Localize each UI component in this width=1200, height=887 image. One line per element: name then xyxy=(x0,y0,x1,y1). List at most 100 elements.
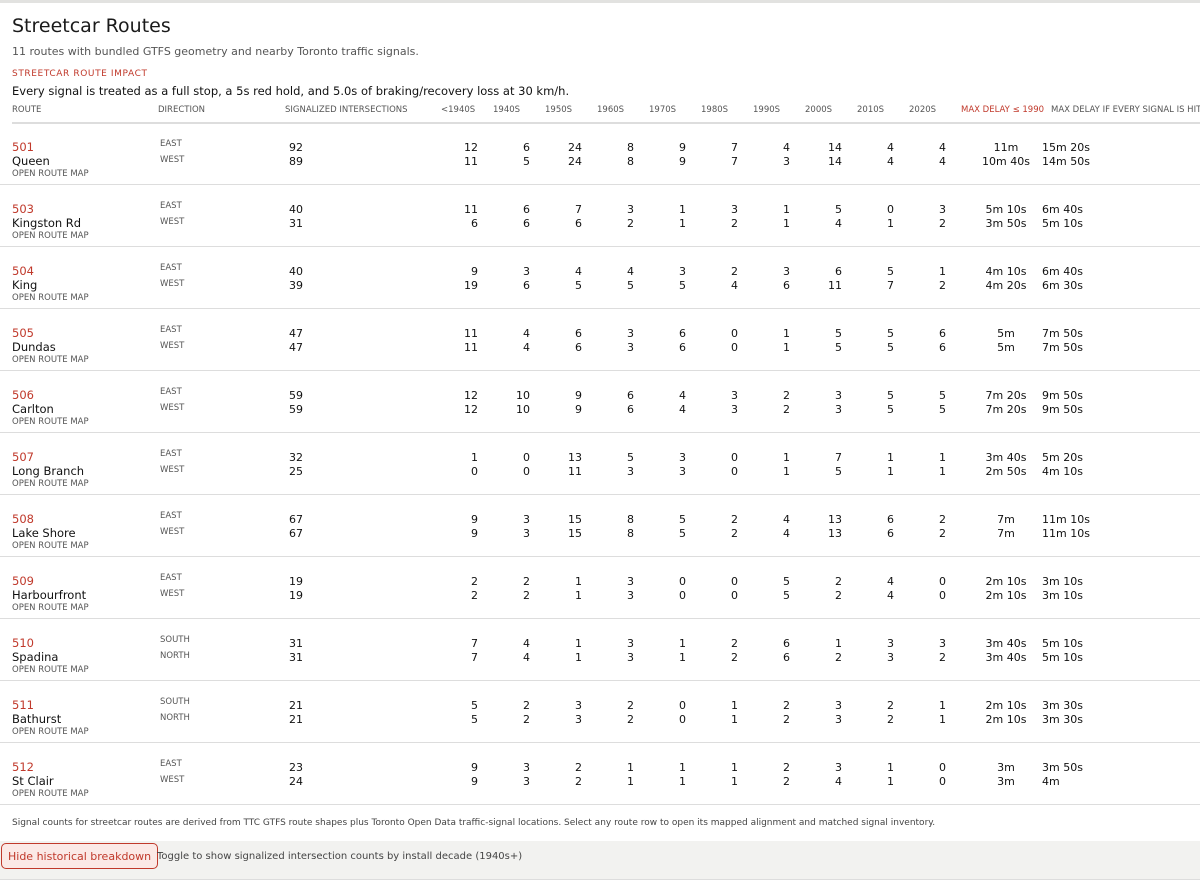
decade-count: 6 xyxy=(627,389,634,402)
header-max-delay-all: MAX DELAY IF EVERY SIGNAL IS HIT xyxy=(1051,105,1200,115)
route-number: 501 xyxy=(12,140,34,154)
max-delay-all: 4m 10s xyxy=(1042,465,1083,478)
route-row-506[interactable]: 506 Carlton OPEN ROUTE MAP EAST 59 12 10 9 6 4 3 2 3… xyxy=(0,371,1200,433)
open-route-map-link[interactable]: OPEN ROUTE MAP xyxy=(12,417,89,427)
direction-label: WEST xyxy=(160,279,185,289)
signalized-count: 25 xyxy=(289,465,303,478)
decade-count: 7 xyxy=(887,279,894,292)
route-number: 505 xyxy=(12,326,34,340)
decade-count: 5 xyxy=(887,327,894,340)
signalized-count: 31 xyxy=(289,637,303,650)
decade-count: 2 xyxy=(575,761,582,774)
decade-count: 3 xyxy=(783,265,790,278)
decade-count: 15 xyxy=(568,527,582,540)
decade-count: 2 xyxy=(471,589,478,602)
decade-count: 0 xyxy=(731,465,738,478)
decade-count: 2 xyxy=(835,589,842,602)
open-route-map-link[interactable]: OPEN ROUTE MAP xyxy=(12,541,89,551)
signalized-count: 32 xyxy=(289,451,303,464)
route-number: 510 xyxy=(12,636,34,650)
route-name: Spadina xyxy=(12,650,59,664)
decade-count: 3 xyxy=(835,699,842,712)
direction-label: EAST xyxy=(160,511,182,521)
decade-count: 4 xyxy=(887,589,894,602)
route-row-505[interactable]: 505 Dundas OPEN ROUTE MAP EAST 47 11 4 6 3 6 0 1 5 5 6… xyxy=(0,309,1200,371)
open-route-map-link[interactable]: OPEN ROUTE MAP xyxy=(12,479,89,489)
max-delay-1990: 7m 20s xyxy=(985,403,1027,416)
decade-count: 0 xyxy=(679,589,686,602)
decade-count: 15 xyxy=(568,513,582,526)
max-delay-1990: 7m 20s xyxy=(985,389,1027,402)
decade-count: 13 xyxy=(568,451,582,464)
decade-count: 6 xyxy=(887,527,894,540)
route-row-501[interactable]: 501 Queen OPEN ROUTE MAP EAST 92 12 6 24 8 9 7 4 14 4… xyxy=(0,123,1200,185)
route-row-512[interactable]: 512 St Clair OPEN ROUTE MAP EAST 23 9 3 2 1 1 1 2 3 1… xyxy=(0,743,1200,805)
route-row-510[interactable]: 510 Spadina OPEN ROUTE MAP SOUTH 31 7 4 1 3 1 2 6 1 3… xyxy=(0,619,1200,681)
max-delay-1990: 3m 50s xyxy=(985,217,1027,230)
decade-count: 9 xyxy=(471,527,478,540)
route-row-508[interactable]: 508 Lake Shore OPEN ROUTE MAP EAST 67 9 3 15 8 5 2… xyxy=(0,495,1200,557)
max-delay-1990: 2m 50s xyxy=(985,465,1027,478)
decade-count: 2 xyxy=(835,575,842,588)
decade-count: 9 xyxy=(679,141,686,154)
decade-count: 7 xyxy=(731,141,738,154)
max-delay-1990: 2m 10s xyxy=(985,699,1027,712)
decade-count: 3 xyxy=(679,265,686,278)
direction-label: WEST xyxy=(160,775,185,785)
decade-count: 3 xyxy=(731,389,738,402)
header-decade: 2000S xyxy=(805,105,833,115)
decade-count: 3 xyxy=(627,203,634,216)
decade-count: 1 xyxy=(731,699,738,712)
signalized-count: 40 xyxy=(289,265,303,278)
decade-count: 7 xyxy=(731,155,738,168)
decade-count: 1 xyxy=(575,589,582,602)
decade-count: 1 xyxy=(575,637,582,650)
decade-count: 2 xyxy=(783,403,790,416)
route-row-507[interactable]: 507 Long Branch OPEN ROUTE MAP EAST 32 1 0 13 5 3… xyxy=(0,433,1200,495)
signalized-count: 31 xyxy=(289,217,303,230)
max-delay-1990: 5m xyxy=(997,341,1015,354)
open-route-map-link[interactable]: OPEN ROUTE MAP xyxy=(12,355,89,365)
decade-count: 3 xyxy=(887,637,894,650)
open-route-map-link[interactable]: OPEN ROUTE MAP xyxy=(12,789,89,799)
hide-historical-breakdown-button[interactable]: Hide historical breakdown xyxy=(1,843,159,869)
open-route-map-link[interactable]: OPEN ROUTE MAP xyxy=(12,293,89,303)
signalized-count: 59 xyxy=(289,403,303,416)
decade-count: 4 xyxy=(523,327,530,340)
decade-count: 5 xyxy=(627,451,634,464)
signalized-count: 92 xyxy=(289,141,303,154)
decade-count: 4 xyxy=(887,575,894,588)
route-row-504[interactable]: 504 King OPEN ROUTE MAP EAST 40 9 3 4 4 3 2 3 6 5 1 4m … xyxy=(0,247,1200,309)
open-route-map-link[interactable]: OPEN ROUTE MAP xyxy=(12,169,89,179)
route-number: 512 xyxy=(12,760,34,774)
decade-count: 5 xyxy=(523,155,530,168)
decade-count: 6 xyxy=(523,203,530,216)
decade-count: 7 xyxy=(471,637,478,650)
open-route-map-link[interactable]: OPEN ROUTE MAP xyxy=(12,665,89,675)
route-name: Dundas xyxy=(12,340,56,354)
header-decade: 1970S xyxy=(649,105,677,115)
decade-count: 2 xyxy=(783,775,790,788)
decade-count: 0 xyxy=(679,713,686,726)
decade-count: 6 xyxy=(835,265,842,278)
max-delay-1990: 3m xyxy=(997,761,1015,774)
decade-count: 1 xyxy=(939,713,946,726)
decade-count: 5 xyxy=(939,389,946,402)
route-row-511[interactable]: 511 Bathurst OPEN ROUTE MAP SOUTH 21 5 2 3 2 0 1 2 3… xyxy=(0,681,1200,743)
route-row-509[interactable]: 509 Harbourfront OPEN ROUTE MAP EAST 19 2 2 1 3 0… xyxy=(0,557,1200,619)
open-route-map-link[interactable]: OPEN ROUTE MAP xyxy=(12,231,89,241)
decade-count: 5 xyxy=(627,279,634,292)
open-route-map-link[interactable]: OPEN ROUTE MAP xyxy=(12,727,89,737)
open-route-map-link[interactable]: OPEN ROUTE MAP xyxy=(12,603,89,613)
decade-count: 2 xyxy=(783,699,790,712)
direction-label: EAST xyxy=(160,387,182,397)
route-row-503[interactable]: 503 Kingston Rd OPEN ROUTE MAP EAST 40 11 6 7 3 1… xyxy=(0,185,1200,247)
decade-count: 8 xyxy=(627,513,634,526)
decade-count: 19 xyxy=(464,279,478,292)
decade-count: 4 xyxy=(887,141,894,154)
decade-count: 1 xyxy=(835,637,842,650)
max-delay-1990: 7m xyxy=(997,527,1015,540)
direction-label: EAST xyxy=(160,263,182,273)
route-number: 509 xyxy=(12,574,34,588)
decade-count: 13 xyxy=(828,527,842,540)
